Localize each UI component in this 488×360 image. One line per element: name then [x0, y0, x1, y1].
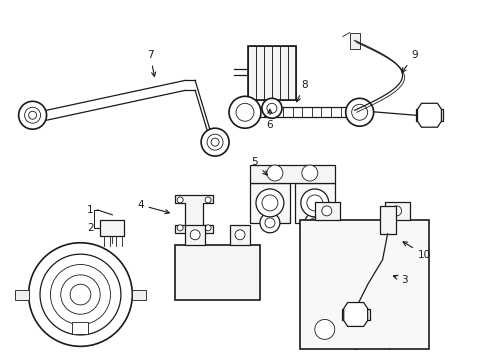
Bar [185, 225, 204, 245]
Circle shape [304, 213, 324, 233]
Circle shape [29, 243, 132, 346]
Text: 1: 1 [87, 205, 94, 215]
Circle shape [50, 265, 110, 325]
Bar [379, 206, 395, 234]
Circle shape [306, 195, 322, 211]
Bar [279, 45, 287, 100]
Circle shape [40, 254, 121, 335]
Bar [229, 225, 249, 245]
Text: 2: 2 [87, 223, 94, 233]
Circle shape [204, 225, 211, 231]
Bar [247, 45, 295, 100]
Bar [72, 323, 88, 334]
Circle shape [391, 206, 401, 216]
Bar [264, 45, 271, 100]
Circle shape [321, 206, 331, 216]
Circle shape [236, 103, 253, 121]
Bar [175, 245, 260, 300]
Text: 8: 8 [296, 80, 307, 102]
Circle shape [211, 138, 219, 146]
Circle shape [177, 197, 183, 203]
Text: 6: 6 [266, 109, 273, 130]
Bar [294, 183, 334, 223]
Circle shape [345, 98, 373, 126]
Text: 9: 9 [401, 50, 417, 72]
Circle shape [19, 101, 46, 129]
Bar [249, 183, 289, 223]
Circle shape [264, 218, 274, 228]
Text: 5: 5 [251, 157, 266, 175]
Bar [299, 220, 428, 349]
Circle shape [61, 275, 100, 314]
Circle shape [70, 284, 91, 305]
Circle shape [309, 218, 319, 228]
Circle shape [228, 96, 261, 128]
Circle shape [201, 128, 228, 156]
Text: 4: 4 [137, 200, 169, 214]
Circle shape [190, 230, 200, 240]
Polygon shape [417, 103, 441, 127]
Circle shape [351, 104, 367, 120]
Text: 10: 10 [402, 242, 430, 260]
Bar [132, 289, 146, 300]
Circle shape [24, 107, 41, 123]
Circle shape [300, 189, 328, 217]
Circle shape [255, 189, 284, 217]
Bar [287, 45, 295, 100]
Circle shape [260, 213, 279, 233]
Circle shape [314, 319, 334, 339]
Bar [255, 45, 264, 100]
Circle shape [29, 111, 37, 119]
Circle shape [266, 165, 283, 181]
Bar [415, 109, 443, 121]
Circle shape [301, 165, 317, 181]
Bar [384, 202, 408, 220]
Circle shape [266, 103, 276, 113]
Bar [349, 32, 359, 49]
Bar [271, 45, 279, 100]
Circle shape [207, 134, 223, 150]
Text: 3: 3 [393, 275, 407, 285]
Bar [15, 289, 29, 300]
Circle shape [204, 197, 211, 203]
Polygon shape [343, 302, 367, 327]
Circle shape [262, 98, 281, 118]
Bar [249, 165, 334, 183]
Circle shape [177, 225, 183, 231]
Bar [247, 45, 255, 100]
Bar [314, 202, 339, 220]
Circle shape [262, 195, 277, 211]
Bar [100, 220, 124, 236]
Text: 7: 7 [147, 50, 155, 76]
Circle shape [235, 230, 244, 240]
Bar [341, 309, 369, 320]
Polygon shape [175, 195, 213, 233]
